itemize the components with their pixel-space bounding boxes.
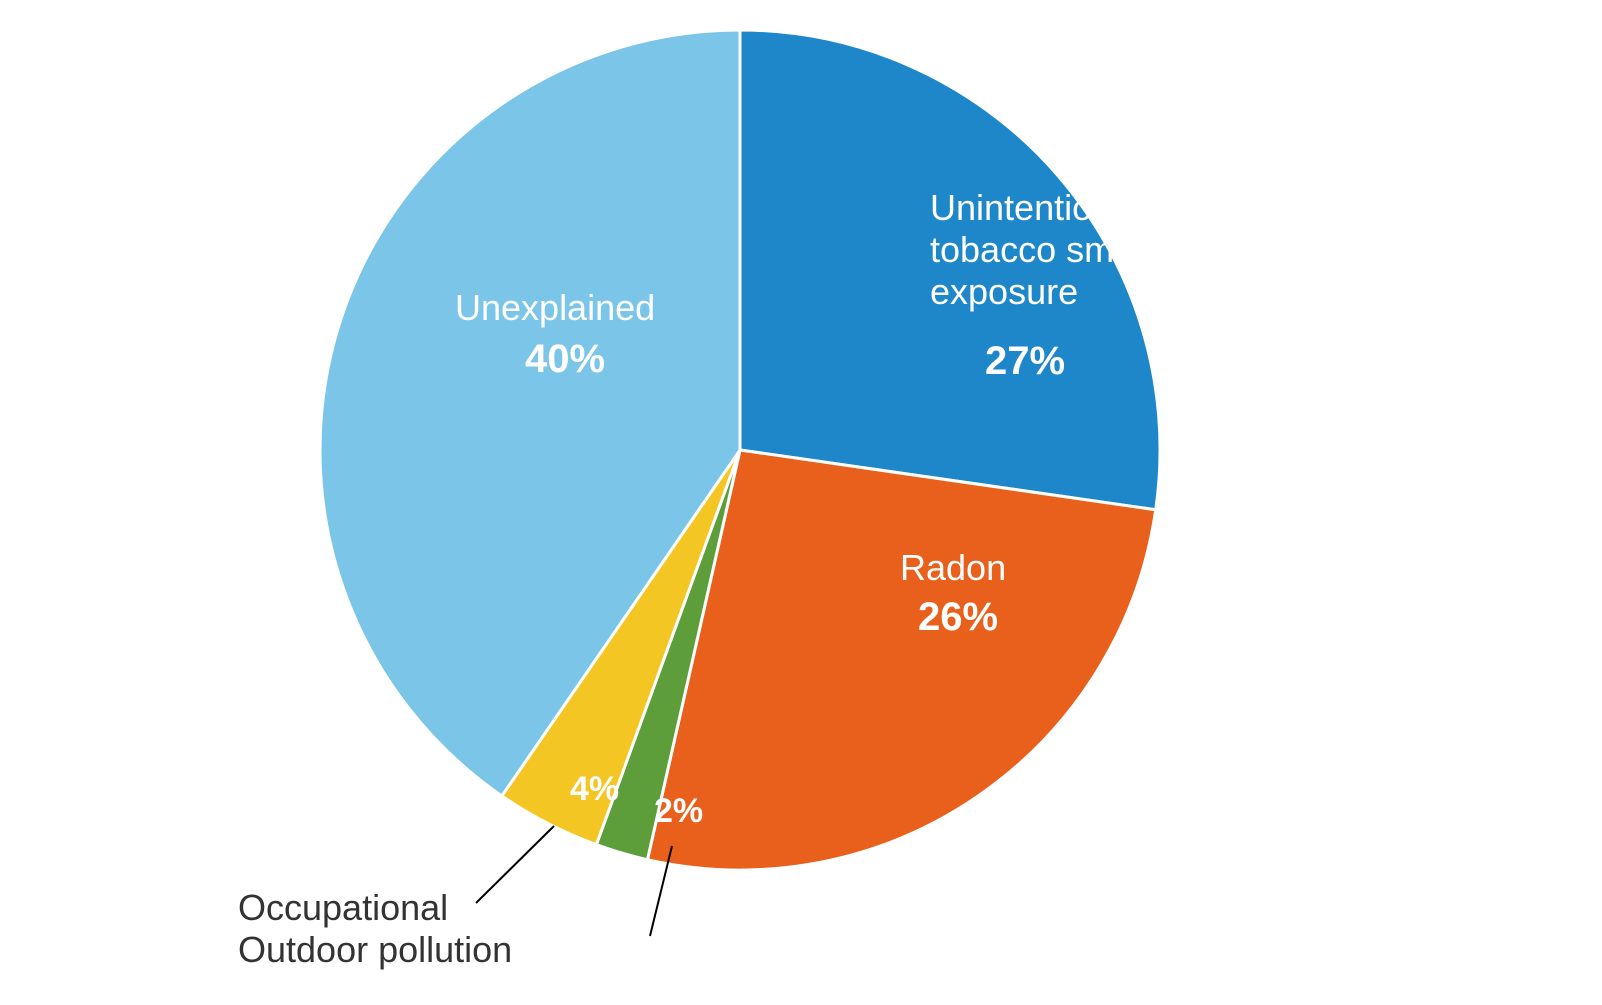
slice-label-unexplained-line0: Unexplained (455, 287, 655, 328)
slice-label-tobacco-line0: Unintentional (930, 187, 1140, 228)
callout-text-occupational_callout: Occupational (238, 887, 448, 928)
pie-chart-container: Unintentionaltobacco smokeexposure 27% Rad… (0, 0, 1602, 1005)
slice-label-tobacco-line1: tobacco smoke (930, 229, 1172, 270)
slice-value-occupational: 4% (570, 770, 619, 808)
slice-label-radon-line0: Radon (900, 547, 1006, 588)
slice-value-tobacco: 27% (985, 339, 1065, 383)
slice-value-unexplained: 40% (525, 337, 605, 381)
callout-text-outdoor_callout: Outdoor pollution (238, 929, 512, 970)
slice-value-outdoor: 2% (654, 792, 703, 830)
slice-value-radon: 26% (918, 595, 998, 639)
slice-label-tobacco-line2: exposure (930, 271, 1078, 312)
pie-chart-svg: Unintentionaltobacco smokeexposure 27% Rad… (0, 0, 1602, 1005)
callout-line-occupational_callout (476, 826, 554, 903)
